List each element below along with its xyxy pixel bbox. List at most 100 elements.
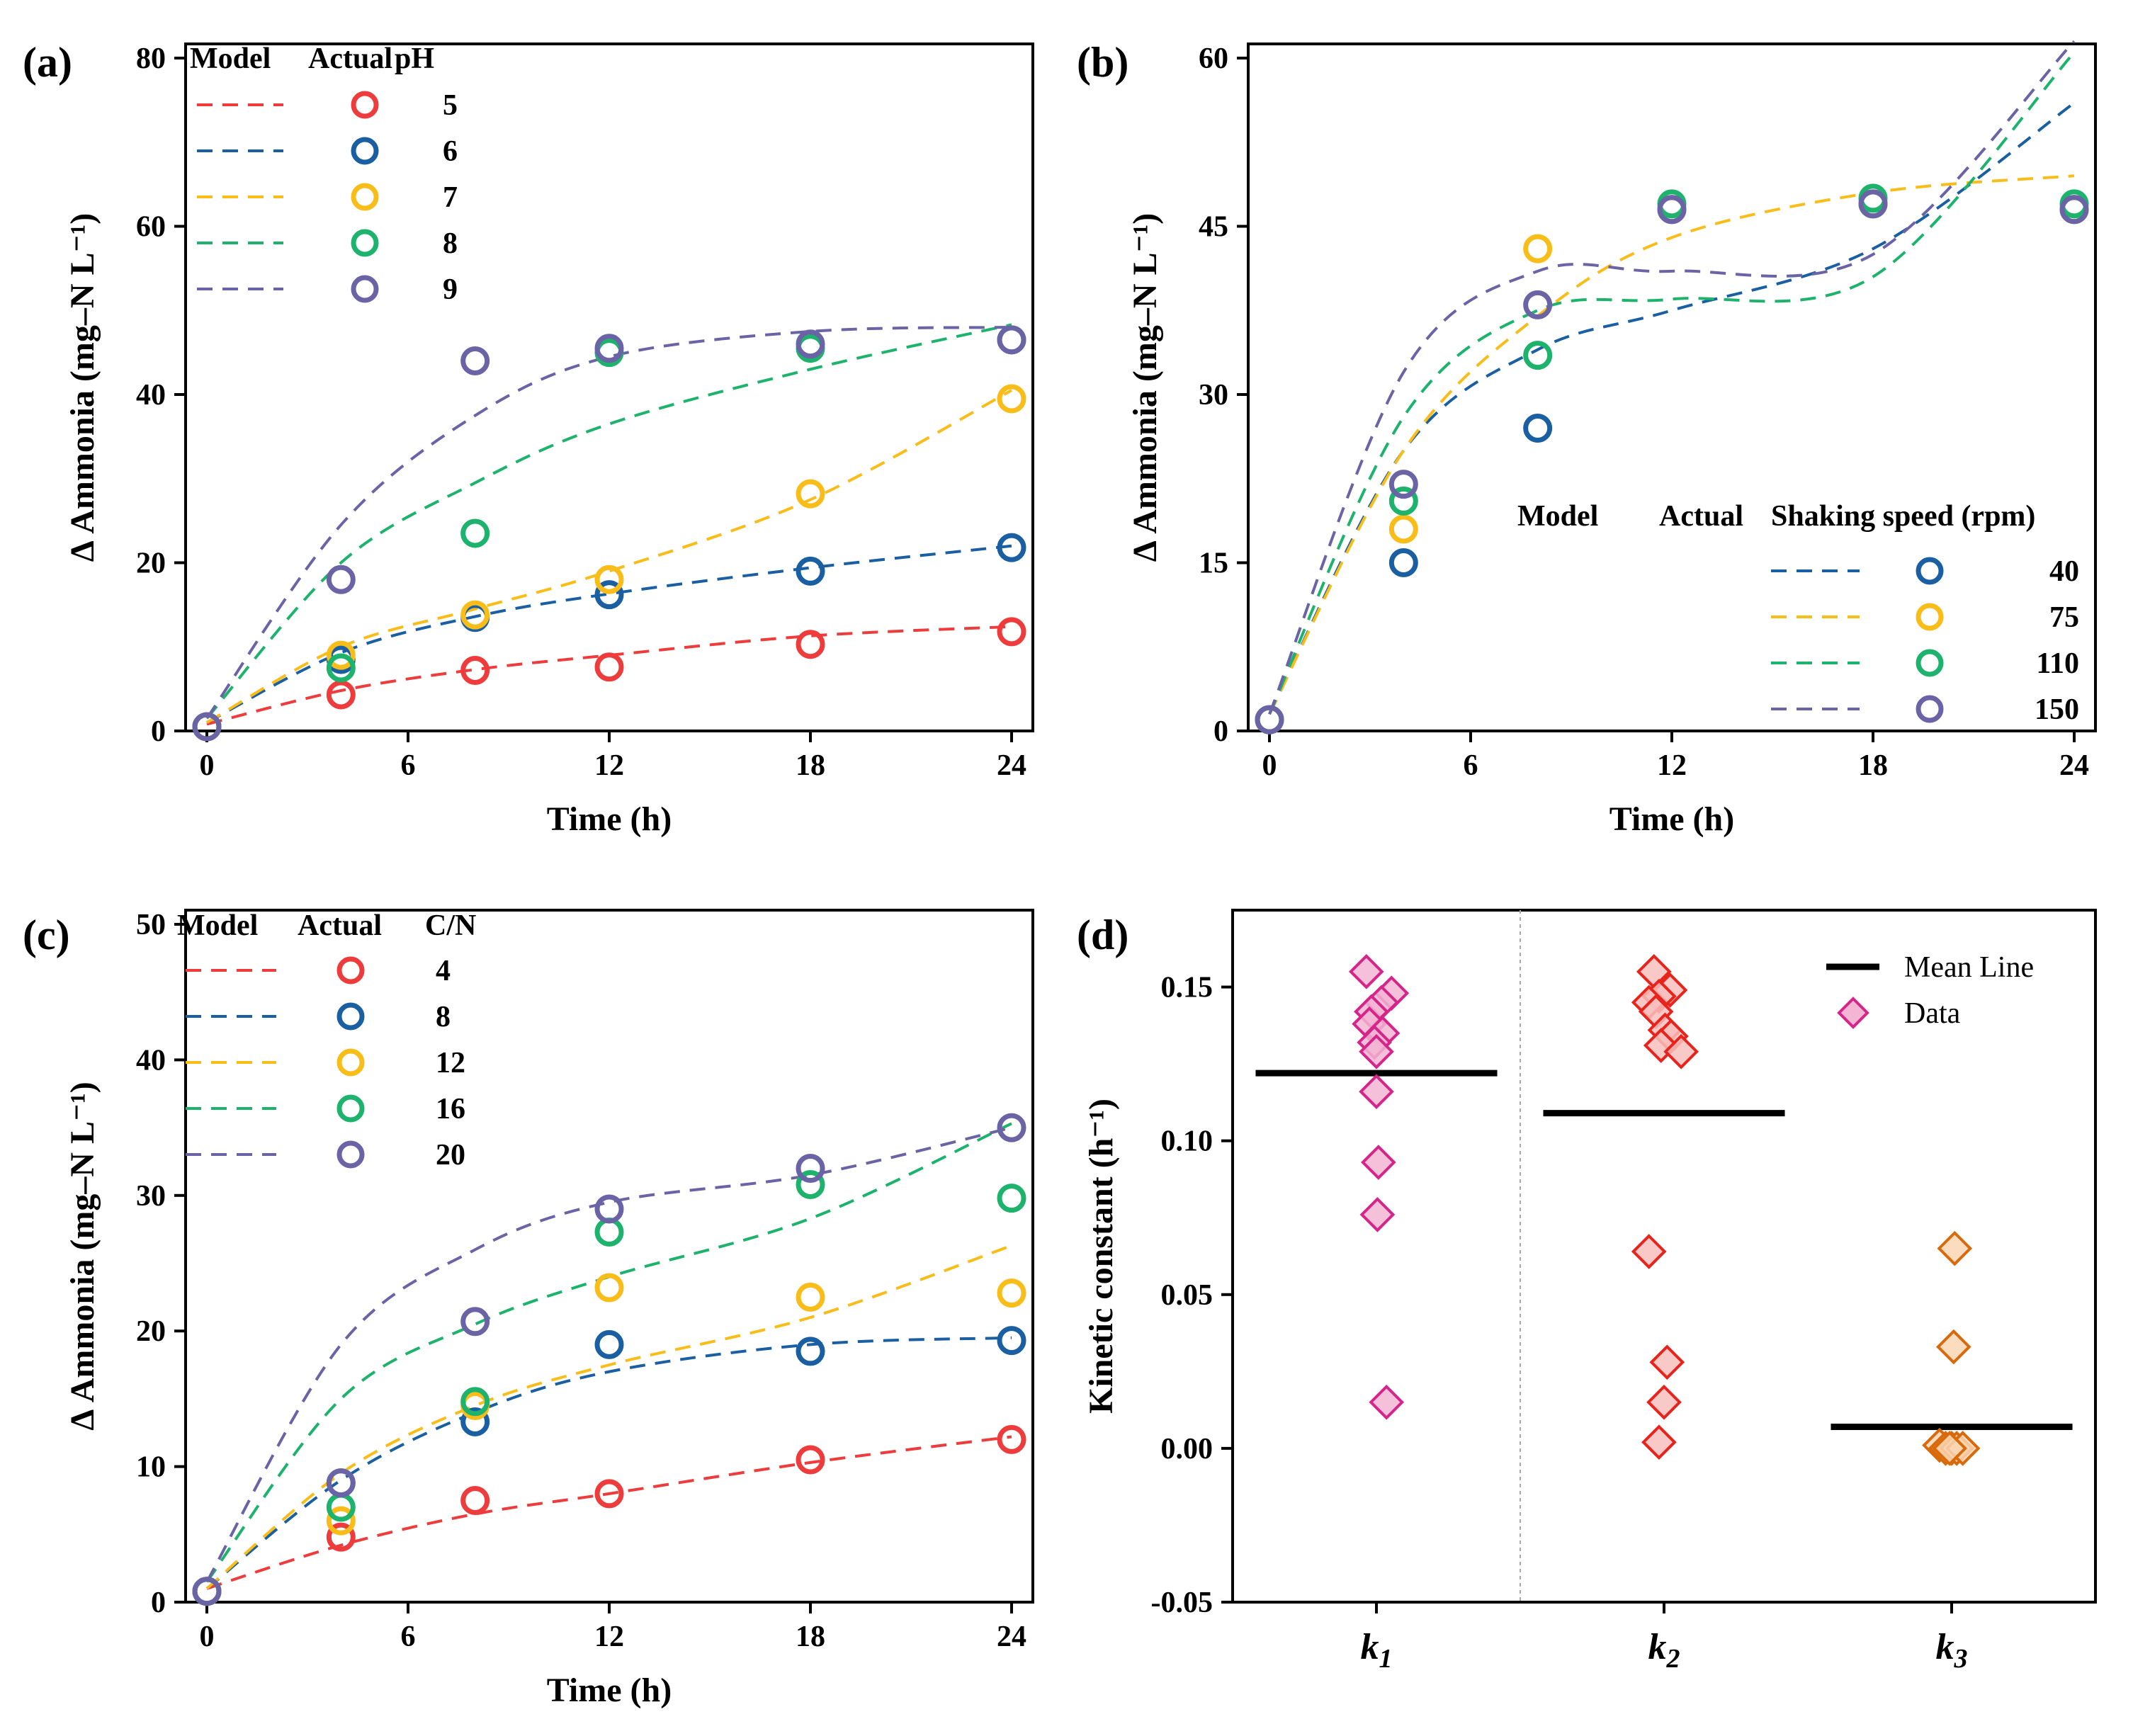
data-point-12 bbox=[796, 1282, 825, 1312]
data-point-150 bbox=[1255, 705, 1284, 734]
y-tick-label: 0 bbox=[1213, 715, 1228, 748]
legend-label-6: 6 bbox=[443, 135, 458, 168]
y-tick-label: 40 bbox=[136, 1044, 166, 1077]
model-curve-5 bbox=[206, 625, 1012, 726]
data-point-k1 bbox=[1359, 1197, 1396, 1232]
data-point-75 bbox=[1388, 514, 1418, 544]
data-point-40 bbox=[1523, 414, 1553, 443]
data-point-12 bbox=[997, 1278, 1026, 1308]
y-tick-label: 0.10 bbox=[1161, 1125, 1213, 1158]
legend-header: pH bbox=[395, 42, 434, 75]
x-tick-label: 24 bbox=[997, 749, 1026, 782]
legend-marker-40 bbox=[1916, 557, 1944, 585]
data-point-12 bbox=[594, 1273, 624, 1303]
data-point-20 bbox=[192, 1577, 222, 1606]
data-point-8 bbox=[594, 1329, 624, 1359]
y-tick-label: 40 bbox=[136, 379, 166, 412]
data-point-k2 bbox=[1649, 1344, 1685, 1380]
legend: Model Actual pH 5 6 7 8 9 bbox=[190, 42, 458, 306]
y-tick-label: 0 bbox=[151, 715, 166, 748]
x-tick-label: 0 bbox=[200, 749, 215, 782]
legend: Mean Line Data bbox=[1826, 951, 2034, 1030]
data-point-150 bbox=[2059, 195, 2089, 225]
legend-label-9: 9 bbox=[443, 273, 458, 306]
plot-frame bbox=[1247, 42, 2097, 732]
y-axis-title: Δ Ammonia (mg–N L⁻¹) bbox=[1126, 213, 1164, 562]
legend-marker-8 bbox=[351, 229, 379, 257]
x-tick-label: 6 bbox=[401, 749, 416, 782]
model-curve-16 bbox=[205, 1122, 1012, 1583]
data-point-5 bbox=[594, 652, 624, 682]
legend-label-8: 8 bbox=[443, 227, 458, 260]
data-point-5 bbox=[997, 617, 1026, 647]
x-tick-label: 12 bbox=[594, 749, 624, 782]
data-point-40 bbox=[1388, 548, 1418, 577]
x-tick-label: 18 bbox=[796, 1621, 825, 1653]
data-point-6 bbox=[997, 533, 1026, 562]
legend-label-7: 7 bbox=[443, 181, 458, 214]
data-point-16 bbox=[796, 1169, 825, 1199]
data-point-k1 bbox=[1359, 1033, 1394, 1070]
model-curve-150 bbox=[1268, 40, 2076, 715]
data-point-k2 bbox=[1646, 1384, 1682, 1420]
legend-marker-8 bbox=[336, 1002, 365, 1031]
legend-header: Actual bbox=[308, 42, 392, 75]
y-tick-label: 60 bbox=[1199, 42, 1228, 75]
legend-header: Model bbox=[190, 42, 271, 75]
y-tick-label: 20 bbox=[136, 1315, 166, 1348]
data-point-16 bbox=[997, 1184, 1026, 1213]
legend-header: Model bbox=[1517, 500, 1598, 533]
data-point-6 bbox=[796, 556, 825, 586]
data-point-8 bbox=[460, 518, 490, 548]
y-axis-title: Kinetic constant (h⁻¹) bbox=[1082, 1099, 1120, 1414]
data-point-k1 bbox=[1369, 1384, 1405, 1420]
data-point-k1 bbox=[1359, 1074, 1394, 1110]
panel-label: (c) bbox=[23, 912, 70, 958]
data-point-5 bbox=[326, 680, 356, 710]
data-point-7 bbox=[796, 479, 825, 509]
model-curve-75 bbox=[1268, 174, 2075, 715]
legend-label-150: 150 bbox=[2035, 693, 2079, 726]
data-point-k3 bbox=[1936, 1329, 1971, 1365]
y-axis-title: Δ Ammonia (mg–N L⁻¹) bbox=[64, 1082, 101, 1430]
data-point-150 bbox=[1858, 189, 1888, 219]
legend-marker-7 bbox=[351, 183, 379, 211]
y-tick-label: 50 bbox=[136, 909, 166, 941]
legend-label-20: 20 bbox=[436, 1139, 465, 1171]
data-point-4 bbox=[997, 1424, 1026, 1454]
data-point-20 bbox=[997, 1113, 1026, 1142]
panel-label: (b) bbox=[1077, 39, 1128, 86]
model-curve-8 bbox=[205, 1336, 1012, 1590]
model-curve-8 bbox=[205, 323, 1012, 720]
x-tick-label: 24 bbox=[997, 1621, 1026, 1653]
x-axis-title: Time (h) bbox=[1609, 800, 1734, 838]
legend-marker-5 bbox=[351, 91, 379, 119]
panel-0: 0 20 40 60 80 0 6 12 18 24 Time (h) Δ Ammonia (mg–N… bbox=[23, 39, 1034, 838]
data-point-7 bbox=[997, 384, 1026, 414]
data-point-9 bbox=[460, 346, 490, 375]
data-point-7 bbox=[460, 600, 490, 630]
legend-marker-75 bbox=[1916, 603, 1944, 631]
legend-marker-6 bbox=[351, 137, 379, 165]
panel-label: (d) bbox=[1077, 912, 1128, 958]
legend-label-75: 75 bbox=[2049, 601, 2079, 634]
data-point-20 bbox=[326, 1468, 356, 1498]
x-axis-title: Time (h) bbox=[547, 1672, 672, 1709]
y-tick-label: 60 bbox=[136, 211, 166, 244]
data-point-4 bbox=[460, 1485, 490, 1515]
legend-label-5: 5 bbox=[443, 89, 458, 122]
y-tick-label: 30 bbox=[136, 1180, 166, 1213]
x-tick-label: 18 bbox=[796, 749, 825, 782]
data-point-k2 bbox=[1631, 1234, 1667, 1269]
legend-label-12: 12 bbox=[436, 1047, 465, 1079]
legend-label-110: 110 bbox=[2036, 647, 2079, 680]
model-curve-110 bbox=[1268, 51, 2076, 715]
x-tick-label: 18 bbox=[1858, 749, 1888, 782]
data-point-150 bbox=[1388, 470, 1418, 499]
y-tick-label: 30 bbox=[1199, 379, 1228, 412]
model-curve-4 bbox=[206, 1435, 1012, 1590]
data-point-k3 bbox=[1932, 1431, 1967, 1466]
y-tick-label: 0.15 bbox=[1161, 972, 1213, 1004]
data-point-5 bbox=[796, 630, 825, 659]
